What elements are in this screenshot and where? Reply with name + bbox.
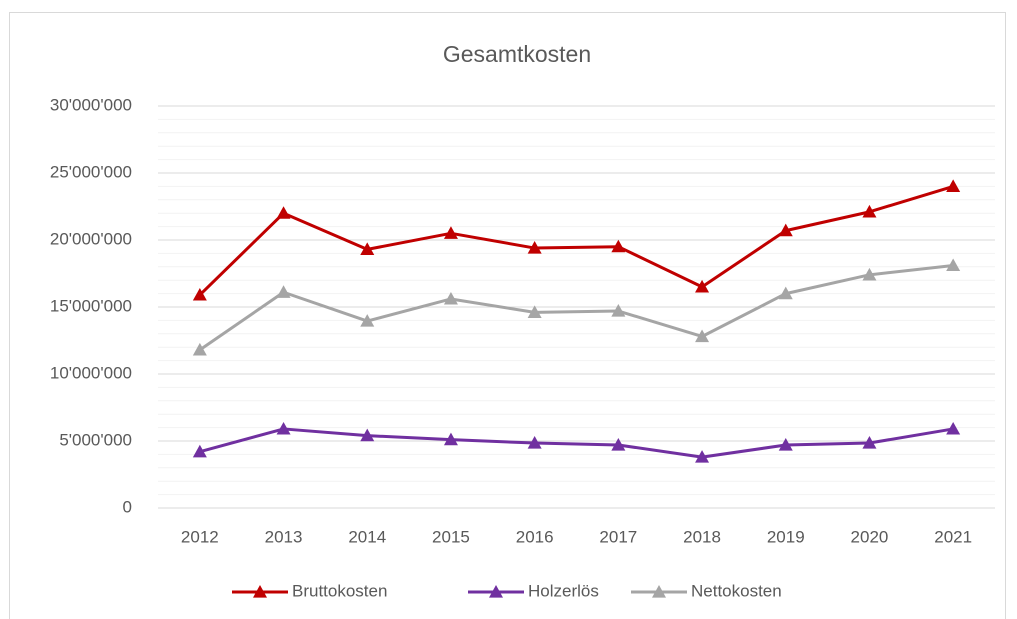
marker <box>862 267 877 281</box>
marker <box>443 432 458 446</box>
marker <box>611 438 626 451</box>
marker <box>192 342 207 356</box>
marker <box>527 241 542 254</box>
marker <box>611 304 626 317</box>
marker <box>360 314 375 327</box>
marker <box>276 206 291 219</box>
marker <box>527 305 542 318</box>
marker <box>527 436 542 449</box>
series-line <box>198 184 954 297</box>
legend-label: Holzerlös <box>528 581 599 600</box>
marker <box>276 285 291 298</box>
y-tick-label: 15'000'000 <box>50 296 132 315</box>
marker <box>946 421 961 435</box>
x-tick-label: 2014 <box>348 527 386 546</box>
legend-marker <box>253 585 267 598</box>
x-tick-label: 2012 <box>181 527 219 546</box>
marker <box>695 450 710 463</box>
series-line <box>199 427 954 459</box>
x-tick-label: 2013 <box>265 527 303 546</box>
legend-label: Bruttokosten <box>292 581 387 600</box>
marker <box>360 428 375 442</box>
legend-label: Nettokosten <box>691 581 782 600</box>
x-tick-label: 2019 <box>767 527 805 546</box>
marker <box>862 204 877 218</box>
marker <box>862 436 877 449</box>
y-tick-label: 10'000'000 <box>50 363 132 382</box>
x-tick-label: 2018 <box>683 527 721 546</box>
legend-marker <box>489 585 503 598</box>
marker <box>276 421 291 435</box>
x-tick-label: 2017 <box>599 527 637 546</box>
y-tick-label: 0 <box>123 497 132 516</box>
x-tick-label: 2016 <box>516 527 554 546</box>
marker <box>778 438 793 451</box>
marker <box>946 179 961 192</box>
marker <box>695 329 710 343</box>
y-tick-label: 30'000'000 <box>50 95 132 114</box>
y-tick-label: 25'000'000 <box>50 162 132 181</box>
chart-frame <box>9 12 1006 619</box>
marker <box>360 242 375 255</box>
legend-marker <box>652 585 666 598</box>
marker <box>443 226 458 239</box>
y-tick-label: 5'000'000 <box>59 430 132 449</box>
x-tick-label: 2020 <box>851 527 889 546</box>
marker <box>695 279 710 293</box>
marker <box>443 291 458 305</box>
marker <box>192 444 207 458</box>
marker <box>611 239 626 253</box>
marker <box>778 223 793 237</box>
x-tick-label: 2021 <box>934 527 972 546</box>
y-tick-label: 20'000'000 <box>50 229 132 248</box>
chart-title: Gesamtkosten <box>443 41 591 67</box>
marker <box>192 287 207 301</box>
marker <box>946 258 961 272</box>
series-line <box>198 263 954 352</box>
marker <box>778 286 793 300</box>
x-tick-label: 2015 <box>432 527 470 546</box>
